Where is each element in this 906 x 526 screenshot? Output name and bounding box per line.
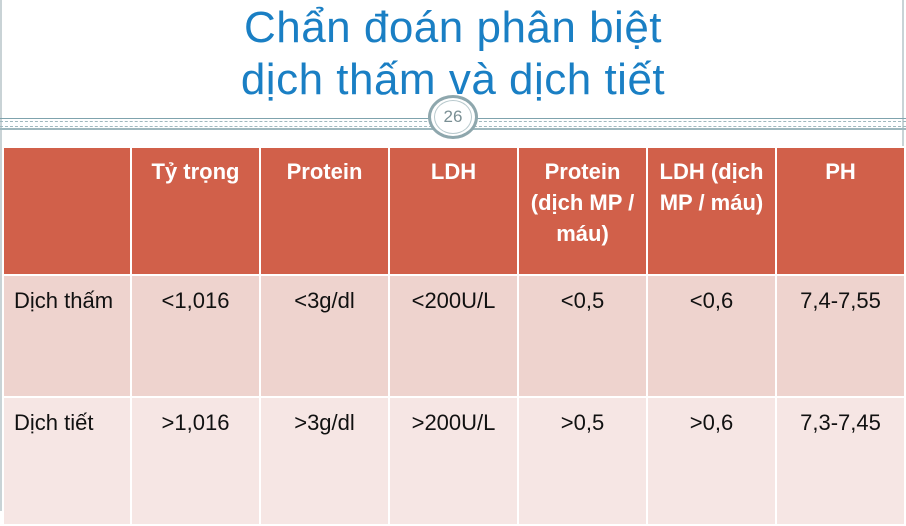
title-line-1: Chẩn đoán phân biệt: [243, 3, 663, 52]
table-cell: <1,016: [130, 274, 261, 398]
table-cell: >0,5: [517, 396, 648, 526]
page-number-badge: 26: [428, 95, 478, 139]
table-cell: <3g/dl: [259, 274, 390, 398]
table-cell: <0,5: [517, 274, 648, 398]
table-cell: >0,6: [646, 396, 777, 526]
header-cell-ph: PH: [775, 146, 906, 276]
table-cell: <200U/L: [388, 274, 519, 398]
table-cell: >200U/L: [388, 396, 519, 526]
table-row: Dịch tiết >1,016 >3g/dl >200U/L >0,5 >0,…: [2, 396, 906, 526]
row-label: Dịch tiết: [2, 396, 132, 526]
table-cell: 7,4-7,55: [775, 274, 906, 398]
header-cell-protein: Protein: [259, 146, 390, 276]
table-header-row: Tỷ trọng Protein LDH Protein (dịch MP / …: [2, 146, 906, 276]
page-number: 26: [434, 100, 472, 134]
header-cell-protein-ratio: Protein (dịch MP / máu): [517, 146, 648, 276]
table-cell: >3g/dl: [259, 396, 390, 526]
table-cell: >1,016: [130, 396, 261, 526]
table-cell: <0,6: [646, 274, 777, 398]
header-cell-empty: [2, 146, 132, 276]
header-cell-specific-gravity: Tỷ trọng: [130, 146, 261, 276]
comparison-table: Tỷ trọng Protein LDH Protein (dịch MP / …: [2, 146, 906, 526]
header-cell-ldh: LDH: [388, 146, 519, 276]
table-cell: 7,3-7,45: [775, 396, 906, 526]
table-row: Dịch thấm <1,016 <3g/dl <200U/L <0,5 <0,…: [2, 274, 906, 398]
row-label: Dịch thấm: [2, 274, 132, 398]
header-cell-ldh-ratio: LDH (dịch MP / máu): [646, 146, 777, 276]
